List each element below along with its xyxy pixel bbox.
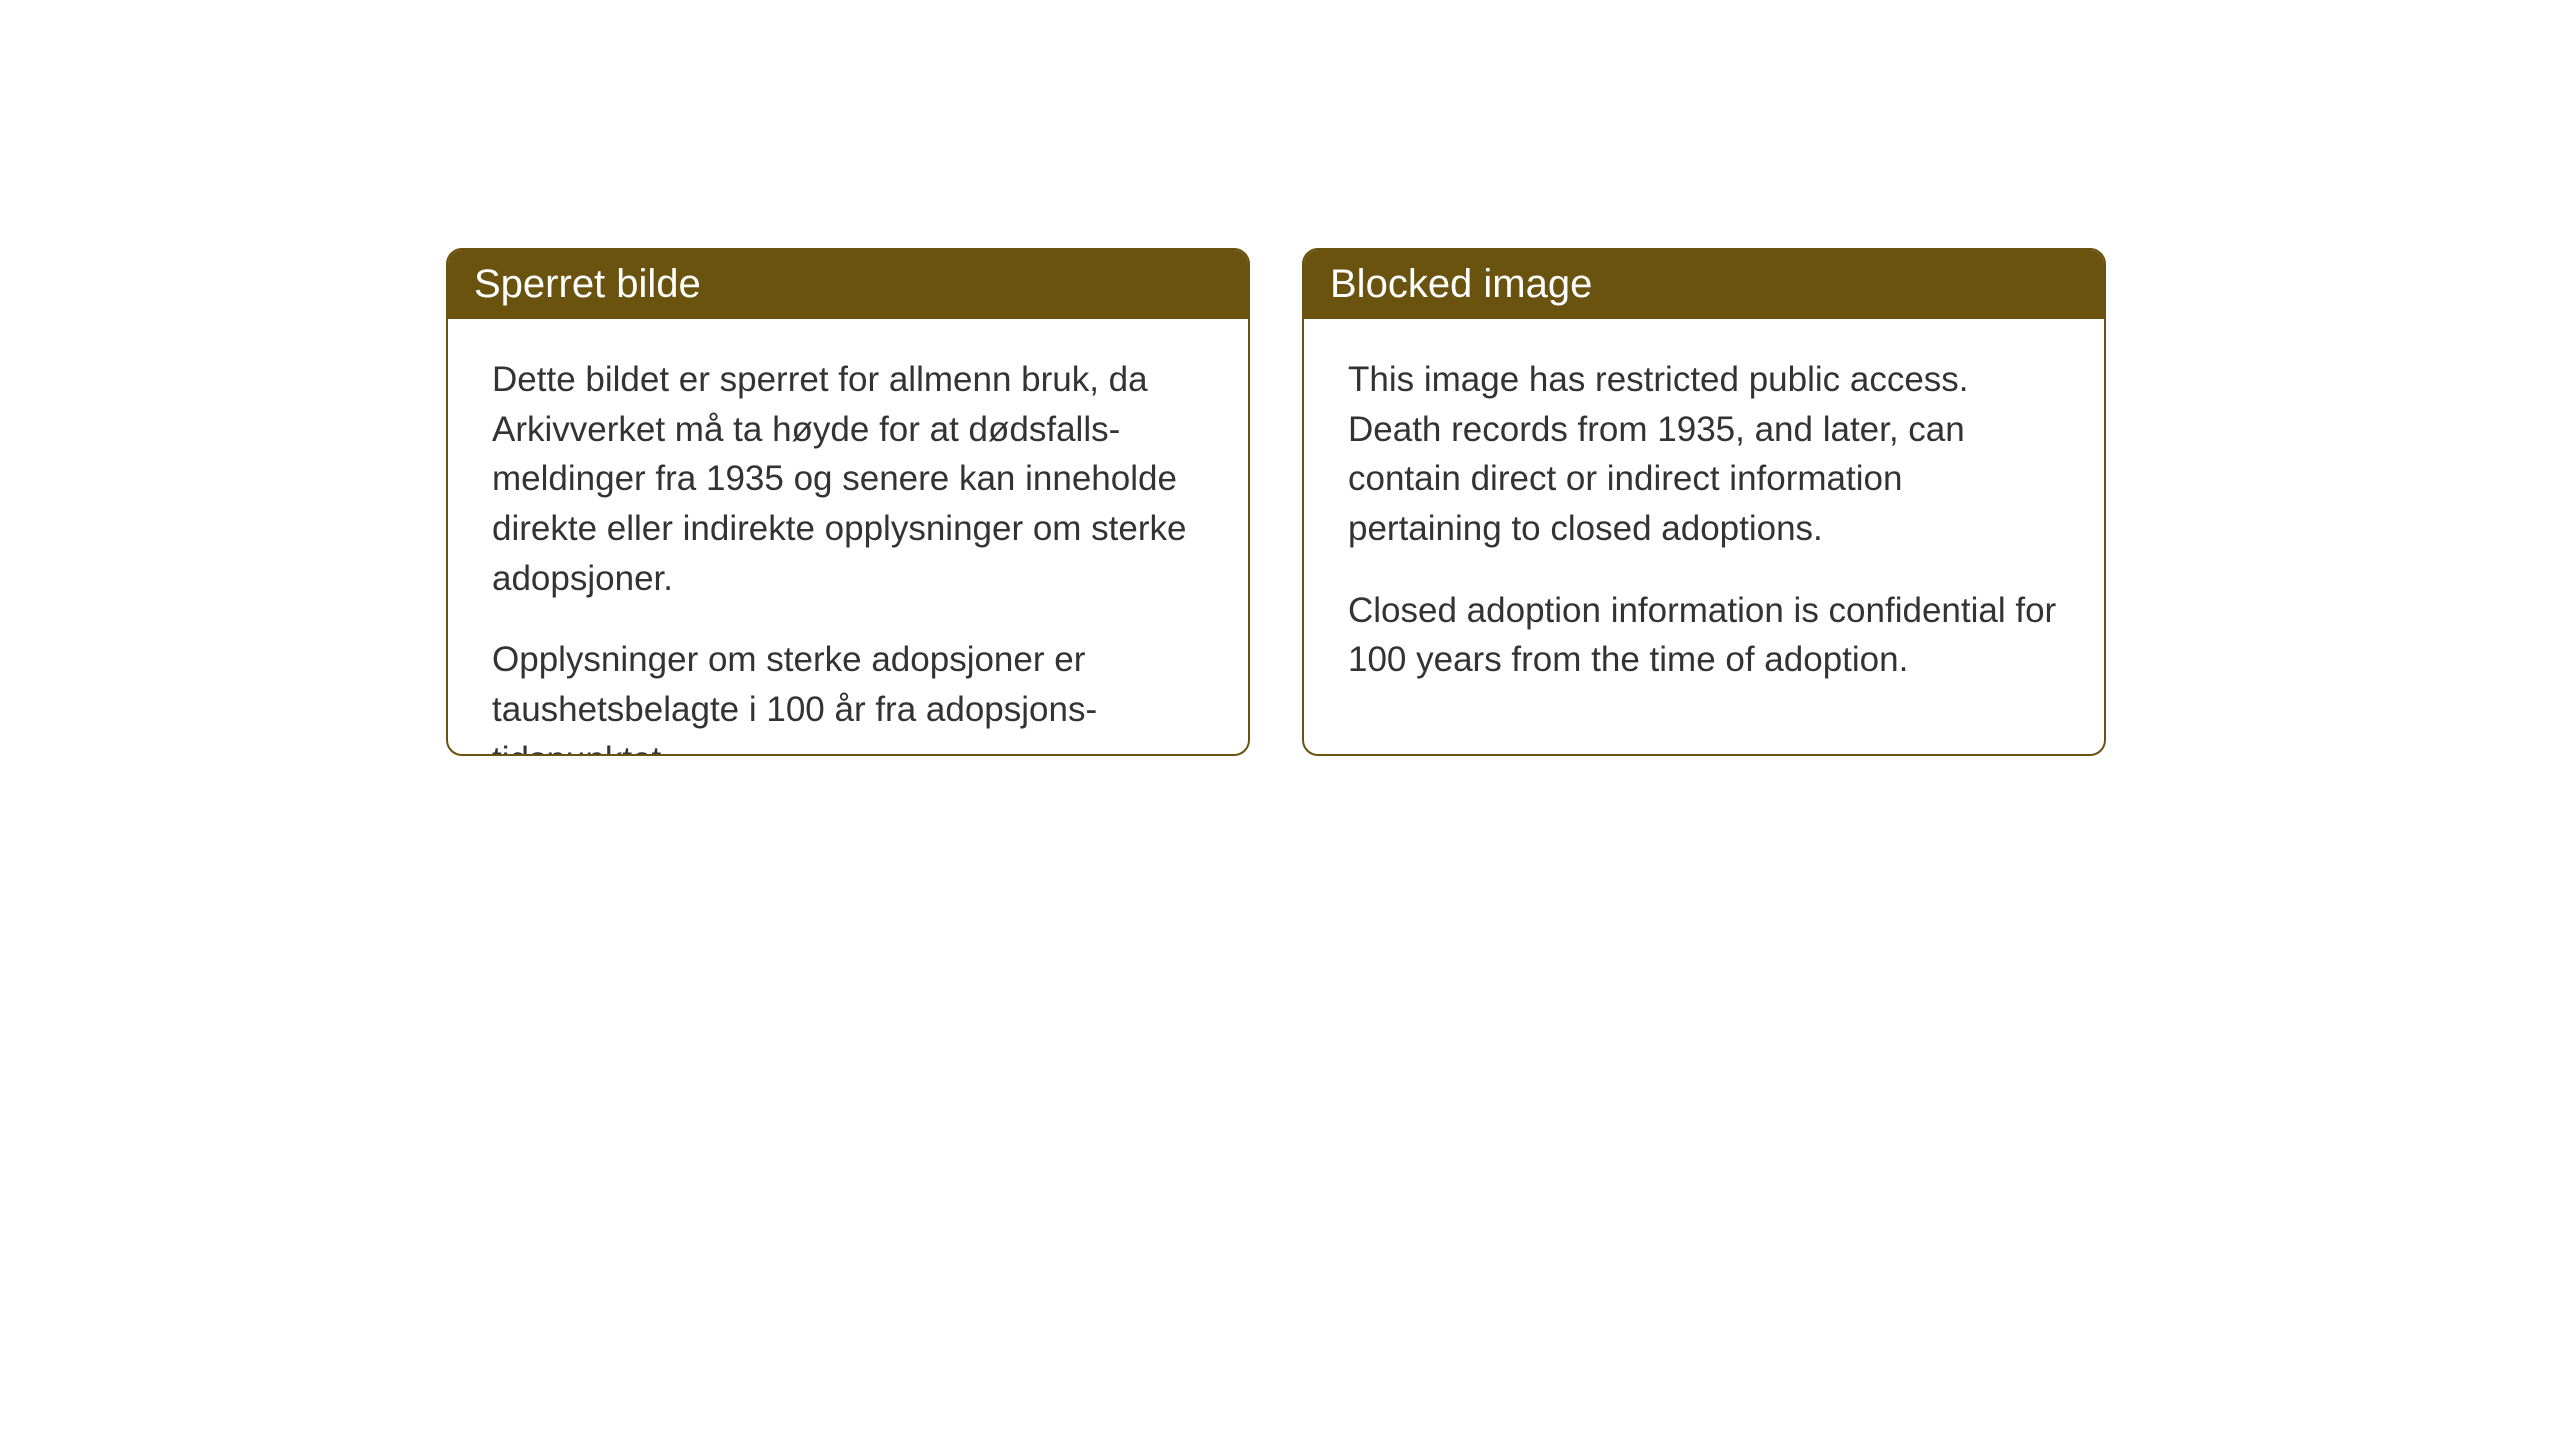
norwegian-notice-card: Sperret bilde Dette bildet er sperret fo…	[446, 248, 1250, 756]
english-card-header: Blocked image	[1304, 250, 2104, 319]
english-paragraph-1: This image has restricted public access.…	[1348, 355, 2060, 554]
notice-container: Sperret bilde Dette bildet er sperret fo…	[446, 248, 2106, 756]
norwegian-card-body: Dette bildet er sperret for allmenn bruk…	[448, 319, 1248, 756]
english-card-body: This image has restricted public access.…	[1304, 319, 2104, 721]
norwegian-paragraph-2: Opplysninger om sterke adopsjoner er tau…	[492, 635, 1204, 756]
english-notice-card: Blocked image This image has restricted …	[1302, 248, 2106, 756]
norwegian-card-title: Sperret bilde	[474, 262, 701, 306]
english-card-title: Blocked image	[1330, 262, 1592, 306]
norwegian-card-header: Sperret bilde	[448, 250, 1248, 319]
english-paragraph-2: Closed adoption information is confident…	[1348, 586, 2060, 685]
norwegian-paragraph-1: Dette bildet er sperret for allmenn bruk…	[492, 355, 1204, 603]
